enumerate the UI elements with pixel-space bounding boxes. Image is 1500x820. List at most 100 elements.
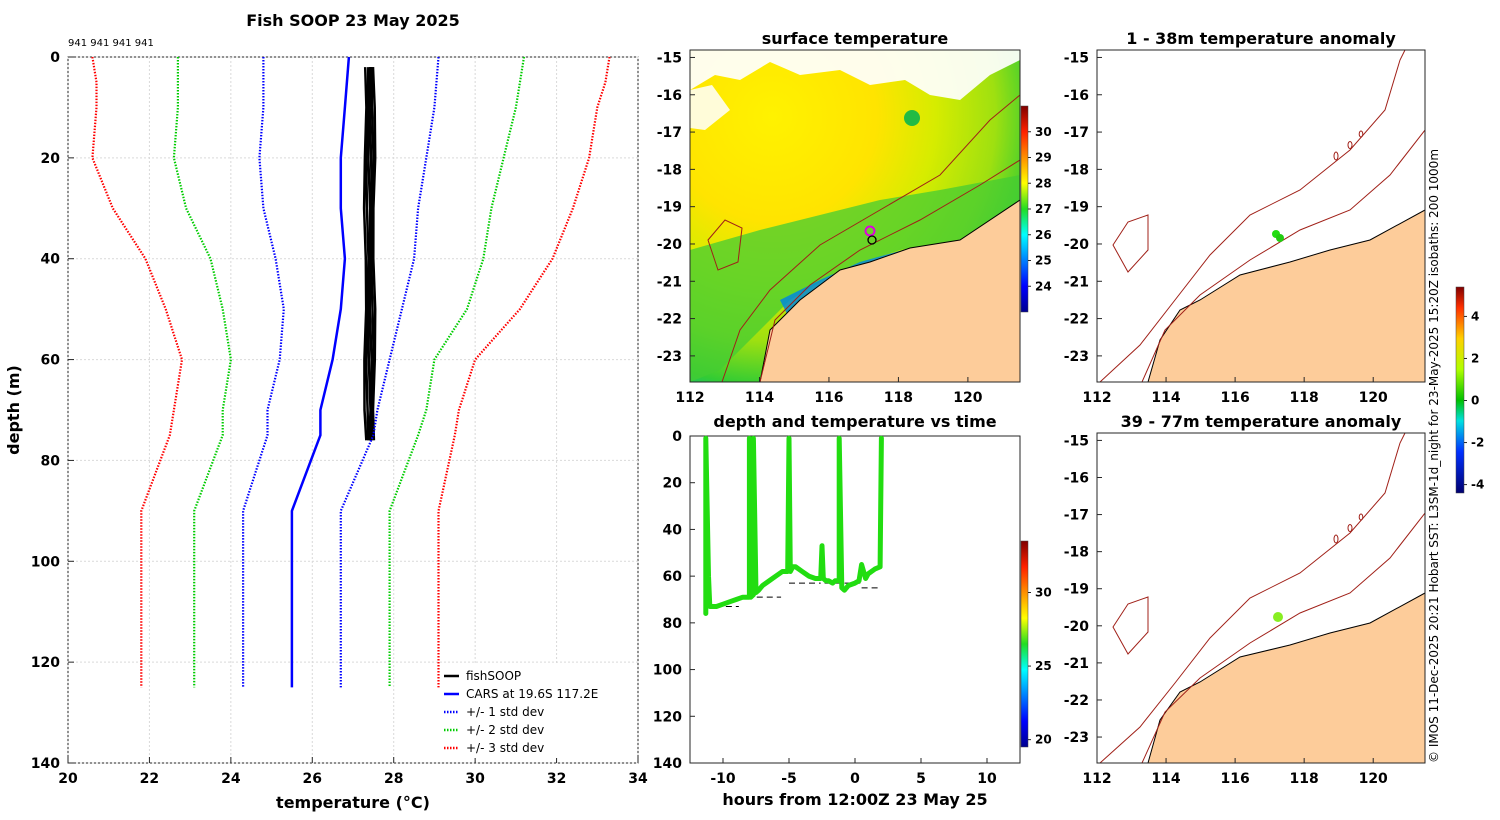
y-tick-label: 0: [672, 429, 682, 445]
x-tick-label: -5: [781, 771, 797, 787]
map-x-tick-label: 114: [745, 390, 774, 406]
anomaly-shallow-map: [1097, 50, 1425, 382]
colorbar-tick-label: 28: [1035, 176, 1052, 190]
map-x-tick-label: 118: [1290, 771, 1319, 787]
colorbar-tick-label: 25: [1035, 254, 1052, 268]
map-y-tick-label: -17: [1064, 508, 1089, 524]
anomaly-shallow-point-2: [1276, 234, 1284, 242]
x-tick-label: 10: [977, 771, 997, 787]
anomaly-colorbar: [1455, 286, 1465, 494]
profile-ticks: 20 22 24 26 28 30 32 34 0 20 40 60 80 100 120 140: [31, 50, 648, 787]
anomaly-shallow-reef-outline: [1112, 214, 1149, 273]
x-tick-label: 0: [850, 771, 860, 787]
depth-time-xlabel: hours from 12:00Z 23 May 25: [722, 790, 987, 809]
y-tick-label: 0: [50, 50, 60, 66]
colorbar-tick-label: 0: [1471, 394, 1479, 408]
sst-isobath-1000m: [721, 94, 1020, 382]
anomaly-deep-axes-box: [1096, 432, 1426, 764]
map-y-tick-label: -23: [657, 349, 682, 365]
map-x-tick-label: 116: [1220, 771, 1249, 787]
y-tick-label: 80: [663, 616, 683, 632]
sst-warm-eddy: [904, 110, 920, 126]
colorbar-tick-label: 2: [1471, 351, 1479, 365]
anomaly-shallow-isobath-1000m: [1099, 50, 1406, 382]
y-tick-label: 80: [41, 453, 61, 469]
surface-temperature-panel: surface temperature 112 114 116 118 120 -15 -1…: [657, 29, 1052, 406]
map-x-tick-label: 120: [1359, 390, 1388, 406]
map-y-tick-label: -22: [1064, 312, 1089, 328]
series-fishsoop-cast: [362, 67, 368, 441]
anomaly-deep-isobath-200m: [1141, 512, 1425, 763]
sst-position-marker: [867, 235, 877, 245]
map-y-tick-label: -16: [657, 88, 682, 104]
colorbar-tick-label: -2: [1471, 436, 1484, 450]
anomaly-shallow-land: [1147, 209, 1425, 382]
anomaly-shallow-axes-box: [1096, 49, 1426, 383]
colorbar-tick-label: -4: [1471, 478, 1484, 492]
series--2-std-dev-upper: [388, 56, 526, 688]
colorbar-tick-label: 20: [1035, 733, 1052, 747]
map-y-tick-label: -16: [1064, 88, 1089, 104]
map-y-tick-label: -18: [1064, 545, 1089, 561]
profile-series: [91, 56, 611, 688]
x-tick-label: 28: [384, 771, 403, 787]
x-tick-label: -10: [710, 771, 736, 787]
x-tick-label: 22: [140, 771, 159, 787]
map-y-tick-label: -20: [1064, 237, 1090, 253]
series-fishsoop-cast: [364, 67, 370, 441]
map-y-tick-label: -17: [657, 125, 682, 141]
legend-label-fishsoop: fishSOOP: [466, 669, 521, 683]
depth-time-colorbar-ticks: 20 25 30: [1028, 586, 1052, 747]
profile-xlabel: temperature (°C): [276, 793, 430, 812]
map-y-tick-label: -19: [1064, 582, 1089, 598]
profile-panel: Fish SOOP 23 May 2025 941 941 941 941 20…: [4, 11, 648, 812]
surface-title: surface temperature: [762, 29, 949, 48]
map-x-tick-label: 118: [1290, 390, 1319, 406]
depth-time-panel: depth and temperature vs time -10 -5 0 5 100…: [653, 412, 1052, 809]
surface-axes-box: [689, 49, 1021, 383]
map-x-tick-label: 116: [814, 390, 843, 406]
y-tick-label: 40: [41, 252, 61, 268]
x-tick-label: 32: [547, 771, 566, 787]
colorbar-tick-label: 30: [1035, 586, 1052, 600]
y-tick-label: 140: [653, 756, 682, 772]
map-x-tick-label: 114: [1151, 390, 1180, 406]
map-y-tick-label: -20: [1064, 619, 1090, 635]
profile-top-label: 941 941 941 941: [68, 38, 154, 49]
anomaly-deep-point: [1273, 612, 1283, 622]
anomaly-shallow-ticks: 112 114 116 118 120 -15 -16 -17 -18 -19 -20 -21 -22 -…: [1064, 50, 1388, 406]
colorbar-tick-label: 25: [1035, 659, 1052, 673]
anomaly-deep-isobath-1000m: [1099, 433, 1406, 763]
map-y-tick-label: -16: [1064, 470, 1089, 486]
anomaly-deep-shoal-2: [1347, 524, 1353, 532]
credit-text: © IMOS 11-Dec-2025 20:21 Hobart SST: L3S…: [1427, 149, 1441, 763]
sst-shelf-band: [690, 175, 1020, 382]
depth-time-series: [703, 435, 884, 616]
surface-ticks: 112 114 116 118 120 -15 -16 -17 -18 -19 -20 -21 -22 -…: [657, 50, 983, 406]
y-tick-label: 100: [653, 663, 682, 679]
cloud-mask-north: [690, 50, 1020, 100]
map-y-tick-label: -15: [1064, 433, 1089, 449]
map-x-tick-label: 112: [1082, 771, 1111, 787]
anomaly-deep-map: [1097, 433, 1425, 763]
series-fishsoop-cast: [371, 67, 377, 441]
map-y-tick-label: -18: [657, 162, 682, 178]
x-tick-label: 30: [465, 771, 485, 787]
surface-colorbar-ticks: 24 25 26 27 28 29 30: [1028, 125, 1052, 293]
legend-label-std3: +/- 3 std dev: [466, 741, 544, 755]
y-tick-label: 60: [41, 353, 61, 369]
legend-label-std2: +/- 2 std dev: [466, 723, 544, 737]
map-x-tick-label: 118: [884, 390, 913, 406]
series--2-std-dev-lower: [172, 57, 232, 688]
y-tick-label: 20: [663, 476, 683, 492]
map-x-tick-label: 112: [1082, 390, 1111, 406]
anomaly-shallow-isobath-200m: [1141, 129, 1425, 382]
profile-ylabel: depth (m): [4, 365, 23, 455]
x-tick-label: 5: [916, 771, 926, 787]
anomaly-deep-title: 39 - 77m temperature anomaly: [1121, 412, 1402, 431]
map-y-tick-label: -23: [1064, 349, 1089, 365]
map-y-tick-label: -15: [657, 50, 682, 66]
map-y-tick-label: -15: [1064, 50, 1089, 66]
x-tick-label: 26: [303, 771, 322, 787]
